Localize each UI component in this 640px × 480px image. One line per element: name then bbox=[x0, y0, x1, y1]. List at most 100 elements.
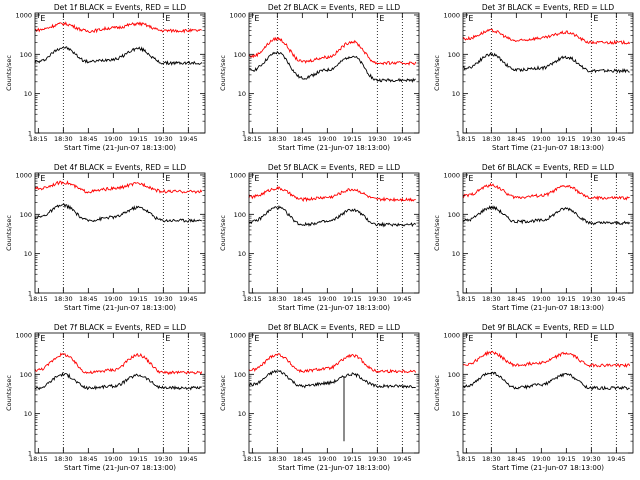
x-tick-label: 18:45 bbox=[293, 455, 312, 463]
event-marker-label: E bbox=[254, 174, 259, 183]
y-tick-label: 1000 bbox=[15, 11, 32, 19]
x-tick-label: 19:15 bbox=[557, 295, 576, 303]
x-tick-label: 19:15 bbox=[129, 135, 148, 143]
x-tick-label: 18:30 bbox=[54, 295, 73, 303]
panel-title: Det 5f BLACK = Events, RED = LLD bbox=[268, 163, 401, 172]
event-marker-label: E bbox=[468, 174, 473, 183]
x-tick-label: 19:45 bbox=[179, 455, 198, 463]
y-tick-label: 1000 bbox=[443, 331, 460, 339]
y-tick-label: 1 bbox=[456, 130, 460, 138]
x-tick-label: 19:45 bbox=[607, 455, 626, 463]
x-axis-label: Start Time (21-Jun-07 18:13:00) bbox=[278, 464, 390, 472]
event-marker-label: E bbox=[593, 334, 598, 343]
x-tick-label: 18:15 bbox=[243, 295, 262, 303]
y-tick-label: 1 bbox=[28, 450, 32, 458]
series-lld-line bbox=[248, 186, 416, 203]
event-marker-label: E bbox=[40, 174, 45, 183]
y-tick-label: 1 bbox=[242, 450, 246, 458]
series-events-line bbox=[35, 371, 202, 391]
series-lld-line bbox=[462, 28, 631, 45]
event-marker-label: E bbox=[40, 14, 45, 23]
x-tick-label: 19:45 bbox=[607, 295, 626, 303]
event-marker-label: E bbox=[254, 14, 259, 23]
plot-frame bbox=[34, 332, 206, 454]
y-tick-label: 1000 bbox=[443, 171, 460, 179]
x-tick-label: 19:00 bbox=[318, 455, 337, 463]
x-tick-label: 19:15 bbox=[343, 295, 362, 303]
x-tick-label: 18:15 bbox=[457, 455, 476, 463]
y-tick-label: 100 bbox=[448, 51, 460, 59]
plot-frame bbox=[34, 12, 206, 134]
x-tick-label: 19:30 bbox=[368, 455, 387, 463]
panel-2: Det 2f BLACK = Events, RED = LLD Counts/s… bbox=[219, 3, 420, 152]
x-tick-label: 18:45 bbox=[79, 455, 98, 463]
y-tick-label: 1 bbox=[242, 290, 246, 298]
y-axis-label: Counts/sec bbox=[5, 215, 13, 251]
y-tick-label: 1000 bbox=[229, 331, 246, 339]
x-tick-label: 19:45 bbox=[179, 295, 198, 303]
x-tick-label: 19:15 bbox=[343, 135, 362, 143]
y-tick-label: 100 bbox=[448, 371, 460, 379]
x-tick-label: 18:15 bbox=[457, 135, 476, 143]
x-tick-label: 18:45 bbox=[507, 295, 526, 303]
x-axis-label: Start Time (21-Jun-07 18:13:00) bbox=[64, 144, 176, 152]
series-lld-line bbox=[34, 352, 203, 376]
event-marker-label: E bbox=[165, 334, 170, 343]
y-tick-label: 1000 bbox=[443, 11, 460, 19]
event-marker-label: E bbox=[593, 14, 598, 23]
y-tick-label: 1 bbox=[242, 130, 246, 138]
x-tick-label: 19:30 bbox=[368, 295, 387, 303]
x-tick-label: 18:30 bbox=[482, 135, 501, 143]
y-tick-label: 10 bbox=[238, 410, 246, 418]
event-marker-label: E bbox=[40, 334, 45, 343]
x-tick-label: 18:30 bbox=[268, 295, 287, 303]
event-marker-label: E bbox=[379, 334, 384, 343]
plot-frame bbox=[462, 172, 634, 294]
x-tick-label: 18:45 bbox=[507, 455, 526, 463]
y-tick-label: 1 bbox=[28, 290, 32, 298]
event-marker-label: E bbox=[165, 174, 170, 183]
plot-frame bbox=[248, 332, 420, 454]
panel-4: Det 4f BLACK = Events, RED = LLD Counts/s… bbox=[5, 163, 206, 312]
x-tick-label: 19:00 bbox=[532, 135, 551, 143]
y-tick-label: 10 bbox=[238, 250, 246, 258]
x-tick-label: 19:00 bbox=[104, 455, 123, 463]
plot-frame bbox=[462, 332, 634, 454]
panel-title: Det 7f BLACK = Events, RED = LLD bbox=[54, 323, 187, 332]
x-tick-label: 18:30 bbox=[268, 455, 287, 463]
y-axis-label: Counts/sec bbox=[433, 375, 441, 411]
y-tick-label: 10 bbox=[452, 250, 460, 258]
y-tick-label: 10 bbox=[24, 410, 32, 418]
x-tick-label: 19:30 bbox=[154, 135, 173, 143]
x-tick-label: 19:15 bbox=[129, 455, 148, 463]
y-tick-label: 1 bbox=[456, 290, 460, 298]
x-tick-label: 18:15 bbox=[243, 135, 262, 143]
series-lld-line bbox=[248, 36, 417, 66]
x-tick-label: 19:15 bbox=[129, 295, 148, 303]
y-tick-label: 100 bbox=[448, 211, 460, 219]
plot-frame bbox=[248, 12, 420, 134]
x-tick-label: 18:45 bbox=[79, 135, 98, 143]
x-tick-label: 19:15 bbox=[557, 455, 576, 463]
x-tick-label: 19:15 bbox=[343, 455, 362, 463]
x-tick-label: 18:15 bbox=[29, 135, 48, 143]
series-events-line bbox=[34, 46, 203, 66]
x-tick-label: 19:45 bbox=[393, 295, 412, 303]
x-tick-label: 18:45 bbox=[79, 295, 98, 303]
y-tick-label: 100 bbox=[234, 371, 246, 379]
y-tick-label: 10 bbox=[452, 90, 460, 98]
x-tick-label: 18:30 bbox=[54, 135, 73, 143]
x-tick-label: 18:15 bbox=[29, 295, 48, 303]
plot-frame bbox=[248, 172, 420, 294]
x-tick-label: 19:30 bbox=[368, 135, 387, 143]
x-axis-label: Start Time (21-Jun-07 18:13:00) bbox=[64, 304, 176, 312]
event-marker-label: E bbox=[379, 174, 384, 183]
x-tick-label: 19:00 bbox=[318, 295, 337, 303]
x-tick-label: 19:30 bbox=[154, 295, 173, 303]
series-lld-line bbox=[248, 353, 417, 374]
panel-1: Det 1f BLACK = Events, RED = LLD Counts/s… bbox=[5, 3, 206, 152]
series-lld-line bbox=[34, 180, 203, 194]
x-tick-label: 19:45 bbox=[393, 455, 412, 463]
plot-frame bbox=[34, 172, 206, 294]
